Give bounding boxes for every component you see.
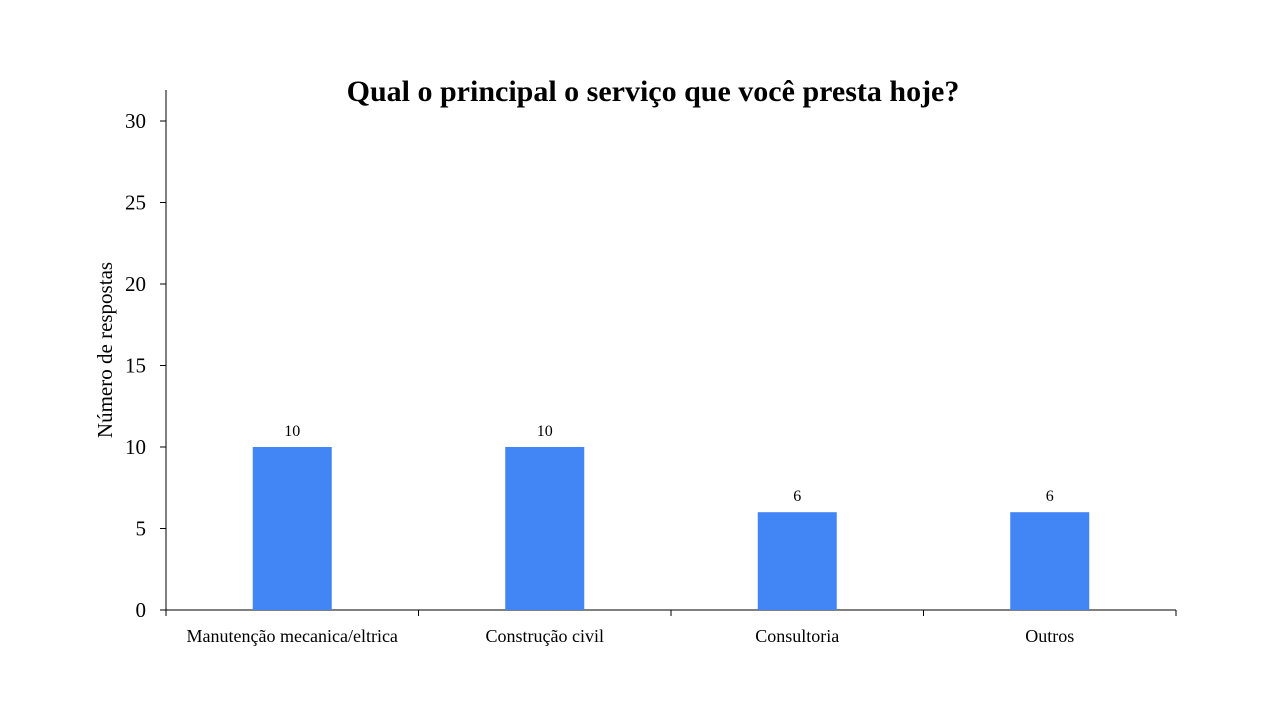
y-axis-label: Número de respostas [93,262,117,438]
bar [757,512,837,610]
chart-title: Qual o principal o serviço que você pres… [347,75,960,108]
bar [252,447,332,610]
bars-group [252,447,1090,610]
data-label: 6 [1046,488,1054,505]
x-tick-label: Outros [1025,626,1074,646]
data-labels-group: 10 10 6 6 [284,423,1054,505]
x-axis-ticks: Manutenção mecanica/eltrica Construção ci… [165,610,1177,646]
y-tick-label: 5 [136,517,147,541]
y-tick-label: 25 [125,191,146,215]
y-tick-label: 10 [125,435,146,459]
y-tick-label: 0 [136,598,147,622]
y-tick-label: 30 [125,109,146,133]
x-tick-label: Manutenção mecanica/eltrica [187,626,398,646]
x-tick-label: Consultoria [755,626,839,646]
y-tick-label: 15 [125,354,146,378]
x-tick-label: Construção civil [486,626,604,646]
y-axis-ticks: 0 5 10 15 20 25 30 [125,109,166,622]
y-tick-label: 20 [125,272,146,296]
data-label: 6 [793,488,801,505]
bar [505,447,585,610]
data-label: 10 [284,423,300,440]
bar [1010,512,1090,610]
data-label: 10 [537,423,553,440]
